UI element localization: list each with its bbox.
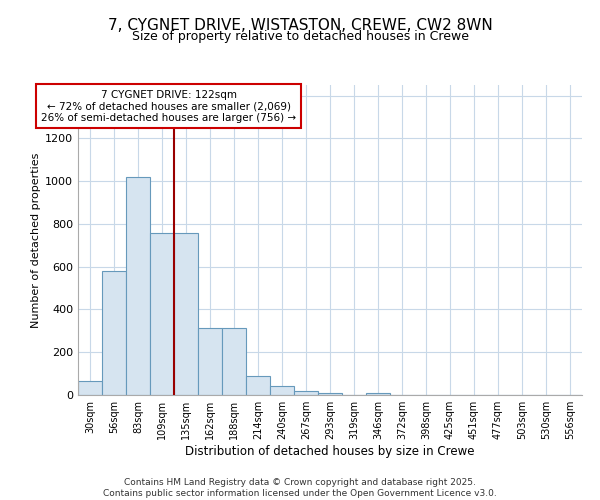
Bar bbox=[270, 386, 294, 395]
Text: Size of property relative to detached houses in Crewe: Size of property relative to detached ho… bbox=[131, 30, 469, 43]
Bar bbox=[294, 390, 318, 395]
Bar bbox=[198, 328, 222, 395]
Bar bbox=[126, 177, 150, 395]
Text: 7, CYGNET DRIVE, WISTASTON, CREWE, CW2 8WN: 7, CYGNET DRIVE, WISTASTON, CREWE, CW2 8… bbox=[107, 18, 493, 32]
Text: 7 CYGNET DRIVE: 122sqm
← 72% of detached houses are smaller (2,069)
26% of semi-: 7 CYGNET DRIVE: 122sqm ← 72% of detached… bbox=[41, 90, 296, 123]
Bar bbox=[246, 376, 270, 395]
Text: Contains HM Land Registry data © Crown copyright and database right 2025.
Contai: Contains HM Land Registry data © Crown c… bbox=[103, 478, 497, 498]
Bar bbox=[78, 381, 102, 395]
Bar bbox=[174, 232, 198, 395]
Bar bbox=[102, 271, 126, 395]
Y-axis label: Number of detached properties: Number of detached properties bbox=[31, 152, 41, 328]
Bar bbox=[222, 328, 246, 395]
Bar bbox=[366, 393, 390, 395]
Bar bbox=[150, 232, 174, 395]
X-axis label: Distribution of detached houses by size in Crewe: Distribution of detached houses by size … bbox=[185, 445, 475, 458]
Bar bbox=[318, 393, 342, 395]
